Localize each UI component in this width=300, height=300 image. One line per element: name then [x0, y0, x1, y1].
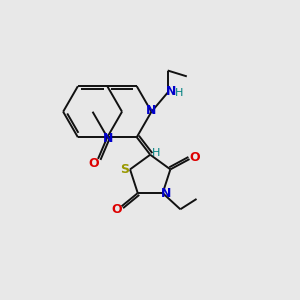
Text: O: O	[190, 151, 200, 164]
Text: S: S	[120, 163, 129, 176]
Text: O: O	[88, 157, 99, 170]
Text: N: N	[146, 104, 157, 117]
Text: O: O	[112, 203, 122, 216]
Text: N: N	[161, 187, 171, 200]
Text: H: H	[152, 148, 160, 158]
Text: N: N	[166, 85, 177, 98]
Text: H: H	[175, 88, 184, 98]
Text: N: N	[103, 132, 114, 145]
